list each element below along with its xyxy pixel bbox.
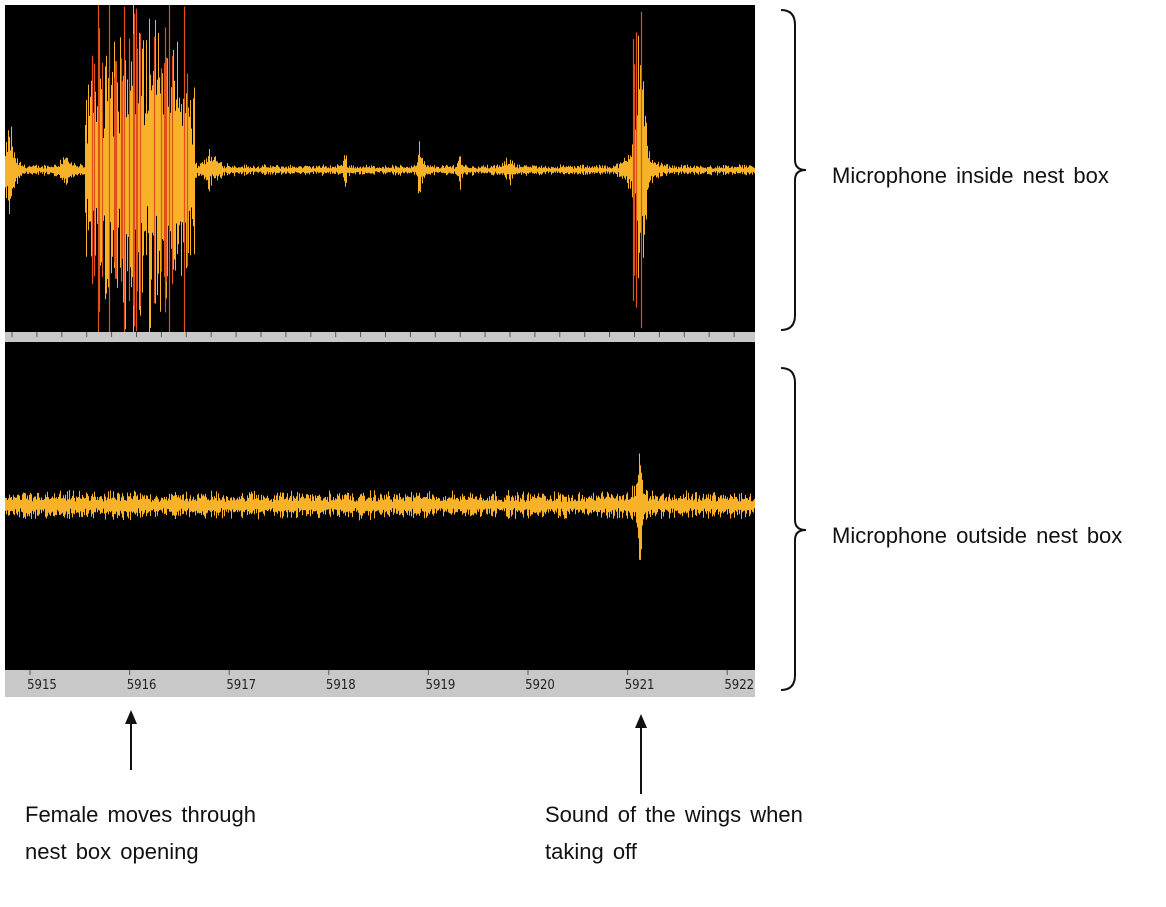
tick-label: 5916 bbox=[127, 678, 157, 693]
arrow-head bbox=[635, 714, 647, 728]
bracket bbox=[781, 368, 806, 690]
tick-label: 5919 bbox=[426, 678, 456, 693]
tick-label: 5915 bbox=[27, 678, 57, 693]
bracket bbox=[781, 10, 806, 330]
panel-label: Microphone inside nest box bbox=[832, 157, 1152, 194]
tick-label: 5920 bbox=[525, 678, 555, 693]
tick-label: 5917 bbox=[226, 678, 256, 693]
separator-strip bbox=[5, 332, 755, 342]
figure: 5915 5916 5917 5918 5919 5920 5921 5922 bbox=[0, 0, 1166, 907]
tick-label: 5921 bbox=[625, 678, 655, 693]
panel-label: Microphone outside nest box bbox=[832, 517, 1162, 554]
tick-label: 5918 bbox=[326, 678, 356, 693]
annotation: Sound of the wings when taking off bbox=[545, 796, 805, 870]
arrow-head bbox=[125, 710, 137, 724]
page: 5915 5916 5917 5918 5919 5920 5921 5922 Microph… bbox=[0, 0, 1166, 907]
annotation: Female moves through nest box opening bbox=[25, 796, 275, 870]
tick-label: 5922 bbox=[724, 678, 754, 693]
